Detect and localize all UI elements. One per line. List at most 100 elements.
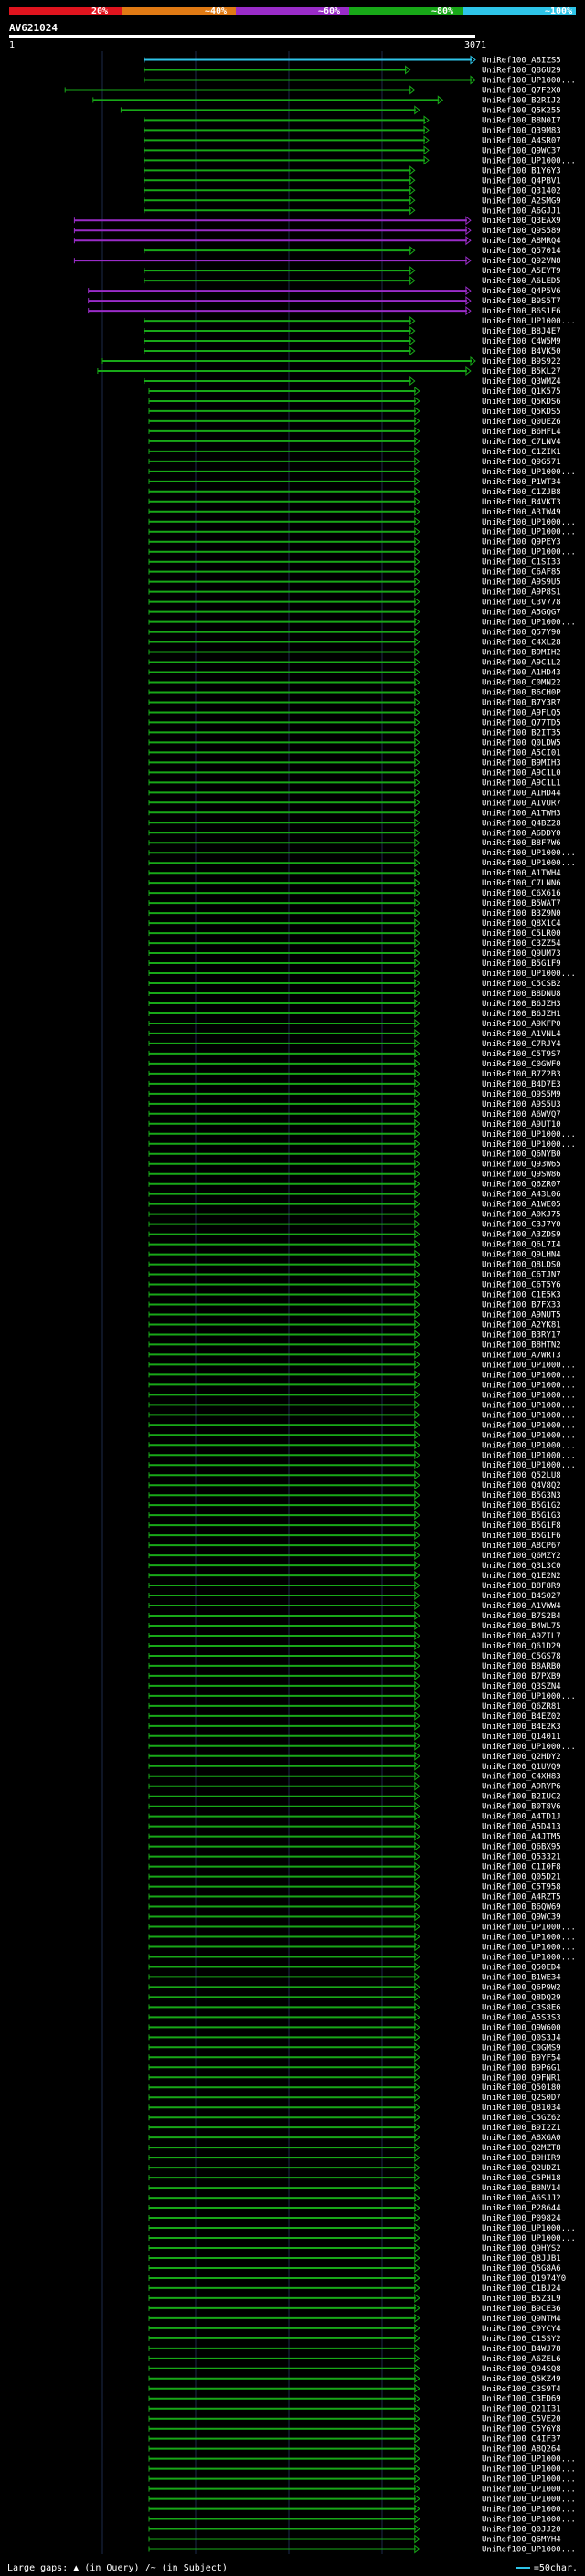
hit-arrow (414, 1561, 420, 1571)
hit-arrow (414, 778, 420, 788)
hit-arrow (414, 456, 420, 466)
hit-label: UniRef100_UP1000... (482, 1943, 576, 1952)
hit-arrow (414, 446, 420, 456)
hit-arrow (414, 2433, 420, 2443)
hit-arrow (414, 2242, 420, 2253)
hit-label: UniRef100_C3ZZ54 (482, 939, 561, 949)
hit-label: UniRef100_B6HFL4 (482, 428, 561, 437)
hit-label: UniRef100_C1ZJB8 (482, 488, 561, 497)
hit-arrow (414, 2232, 420, 2243)
hit-label: UniRef100_C1BJ24 (482, 2284, 561, 2294)
hit-label: UniRef100_Q6ZR81 (482, 1702, 561, 1712)
hit-arrow (414, 1952, 420, 1962)
hit-label: UniRef100_UP1000... (482, 1692, 576, 1701)
hit-arrow (414, 2123, 420, 2133)
hit-label: UniRef100_Q14011 (482, 1733, 561, 1742)
hit-arrow (414, 1511, 420, 1521)
hit-arrow (414, 1640, 420, 1650)
hit-arrow (465, 286, 472, 296)
hit-arrow (414, 1259, 420, 1269)
hit-arrow (414, 1531, 420, 1541)
hit-label: UniRef100_Q6ZR07 (482, 1181, 561, 1190)
hit-label: UniRef100_B5KL27 (482, 367, 561, 376)
hit-label: UniRef100_C4XL28 (482, 639, 561, 648)
hit-label: UniRef100_C7LNN6 (482, 879, 561, 888)
hit-label: UniRef100_C5LR00 (482, 929, 561, 938)
hit-arrow (414, 898, 420, 908)
hit-arrow (414, 2062, 420, 2072)
hit-label: UniRef100_P09824 (482, 2214, 561, 2223)
hit-label: UniRef100_A43L06 (482, 1191, 561, 1200)
hit-label: UniRef100_UP1000... (482, 2546, 576, 2555)
hit-arrow (414, 1871, 420, 1882)
hit-label: UniRef100_P1WT34 (482, 478, 561, 487)
hit-arrow (414, 2153, 420, 2163)
hit-arrow (414, 878, 420, 888)
hit-arrow (414, 2383, 420, 2393)
hit-label: UniRef100_UP1000... (482, 317, 576, 326)
hit-label: UniRef100_Q9UM73 (482, 949, 561, 959)
hit-label: UniRef100_Q93W65 (482, 1161, 561, 1170)
hit-arrow (414, 988, 420, 999)
hit-arrow (414, 2183, 420, 2193)
hit-label: UniRef100_Q9HYS2 (482, 2244, 561, 2253)
hit-arrow (414, 526, 420, 536)
query-bar (9, 35, 475, 38)
hit-arrow (414, 1590, 420, 1601)
hit-label: UniRef100_C6TJN7 (482, 1271, 561, 1280)
hit-arrow (414, 2443, 420, 2454)
hit-label: UniRef100_B1Y6Y3 (482, 166, 561, 175)
hit-label: UniRef100_C7LNV4 (482, 438, 561, 447)
hit-label: UniRef100_Q0LDW5 (482, 738, 561, 747)
hit-label: UniRef100_Q3SZN4 (482, 1682, 561, 1691)
hit-label: UniRef100_B9MIH3 (482, 758, 561, 768)
hit-arrow (410, 326, 416, 336)
hit-arrow (410, 276, 416, 286)
hit-label: UniRef100_Q5KZ49 (482, 2375, 561, 2384)
hit-arrow (414, 978, 420, 989)
hit-arrow (414, 2293, 420, 2303)
hit-label: UniRef100_A9UT10 (482, 1120, 561, 1129)
hit-label: UniRef100_Q0S3J4 (482, 2033, 561, 2042)
hit-label: UniRef100_B8NV14 (482, 2184, 561, 2193)
hit-label: UniRef100_C6X616 (482, 889, 561, 898)
hit-label: UniRef100_Q50ED4 (482, 1963, 561, 1972)
hit-arrow (414, 1791, 420, 1801)
hit-label: UniRef100_B4S027 (482, 1592, 561, 1601)
hit-label: UniRef100_C6AF85 (482, 568, 561, 578)
hit-label: UniRef100_A6DDY0 (482, 829, 561, 838)
hit-label: UniRef100_UP1000... (482, 528, 576, 537)
hit-arrow (414, 667, 420, 677)
hit-label: UniRef100_Q5G8A6 (482, 2264, 561, 2274)
hit-arrow (414, 818, 420, 828)
hit-label: UniRef100_Q9WC37 (482, 146, 561, 155)
legend-scale: =50char. (515, 2563, 578, 2573)
hit-label: UniRef100_Q57014 (482, 247, 561, 256)
hit-arrow (414, 546, 420, 557)
hit-arrow (414, 1450, 420, 1460)
hit-label: UniRef100_B6S1F6 (482, 307, 561, 316)
query-end: 3071 (464, 40, 487, 50)
hit-label: UniRef100_B7S2B4 (482, 1612, 561, 1621)
hit-arrow (414, 2042, 420, 2052)
hit-arrow (414, 2193, 420, 2203)
hit-arrow (414, 2524, 420, 2534)
hit-arrow (414, 1028, 420, 1038)
scale-segment (236, 7, 349, 15)
hit-arrow (410, 246, 416, 256)
hit-label: UniRef100_B4WL75 (482, 1622, 561, 1631)
hit-arrow (414, 2474, 420, 2484)
hit-arrow (414, 2212, 420, 2223)
hit-arrow (465, 226, 472, 236)
hit-label: UniRef100_A2SMG9 (482, 196, 561, 206)
hit-arrow (414, 637, 420, 647)
scale-label: ~40% (205, 6, 228, 16)
hit-label: UniRef100_UP1000... (482, 1411, 576, 1420)
hit-label: UniRef100_Q94SQ8 (482, 2365, 561, 2374)
hit-label: UniRef100_A5S3S3 (482, 2013, 561, 2022)
hit-label: UniRef100_Q4P5V6 (482, 287, 561, 296)
hit-arrow (414, 1541, 420, 1551)
hit-arrow (414, 2012, 420, 2022)
hit-label: UniRef100_B7Z2B3 (482, 1070, 561, 1079)
